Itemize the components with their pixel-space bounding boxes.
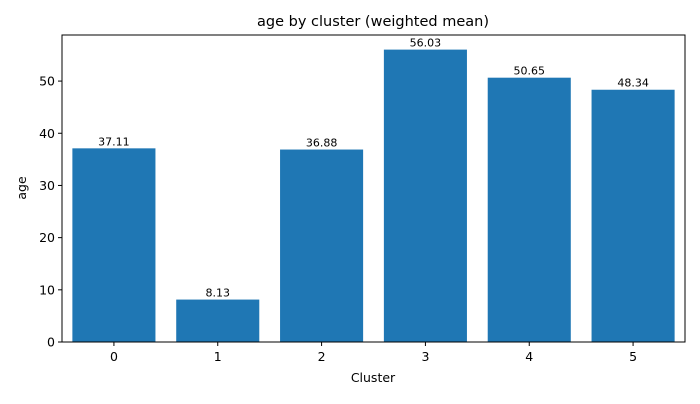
bar-1	[176, 299, 260, 342]
plot-frame	[61, 34, 686, 343]
y-tick-label-50: 50	[39, 74, 55, 89]
bar-3	[383, 49, 467, 343]
y-tick-label-10: 10	[39, 282, 55, 297]
data-label-0: 37.11	[98, 135, 130, 148]
y-tick-label-40: 40	[39, 126, 55, 141]
x-tick-label-2: 2	[318, 349, 326, 364]
data-label-2: 36.88	[306, 137, 338, 150]
x-axis-label: Cluster	[351, 370, 396, 385]
data-label-3: 56.03	[410, 37, 442, 50]
x-tick-label-3: 3	[421, 349, 429, 364]
y-tick-label-0: 0	[47, 335, 55, 350]
data-labels-layer: 37.11 8.13 36.88 56.03 50.65 48.34	[98, 37, 649, 300]
bar-2	[280, 149, 364, 342]
x-tick-label-1: 1	[214, 349, 222, 364]
bars-layer	[72, 49, 675, 343]
y-tick-label-30: 30	[39, 178, 55, 193]
x-tick-label-4: 4	[525, 349, 533, 364]
y-axis: 0 10 20 30 40 50	[39, 74, 62, 350]
bar-4	[487, 77, 571, 342]
bar-0	[72, 148, 156, 342]
x-tick-label-5: 5	[629, 349, 637, 364]
data-label-5: 48.34	[617, 77, 649, 90]
x-axis: 0 1 2 3 4 5	[110, 342, 637, 364]
data-label-4: 50.65	[514, 65, 546, 78]
x-tick-label-0: 0	[110, 349, 118, 364]
data-label-1: 8.13	[206, 287, 231, 300]
y-axis-label: age	[14, 176, 29, 200]
y-tick-label-20: 20	[39, 230, 55, 245]
bar-5	[591, 89, 675, 343]
chart-title: age by cluster (weighted mean)	[257, 14, 489, 30]
